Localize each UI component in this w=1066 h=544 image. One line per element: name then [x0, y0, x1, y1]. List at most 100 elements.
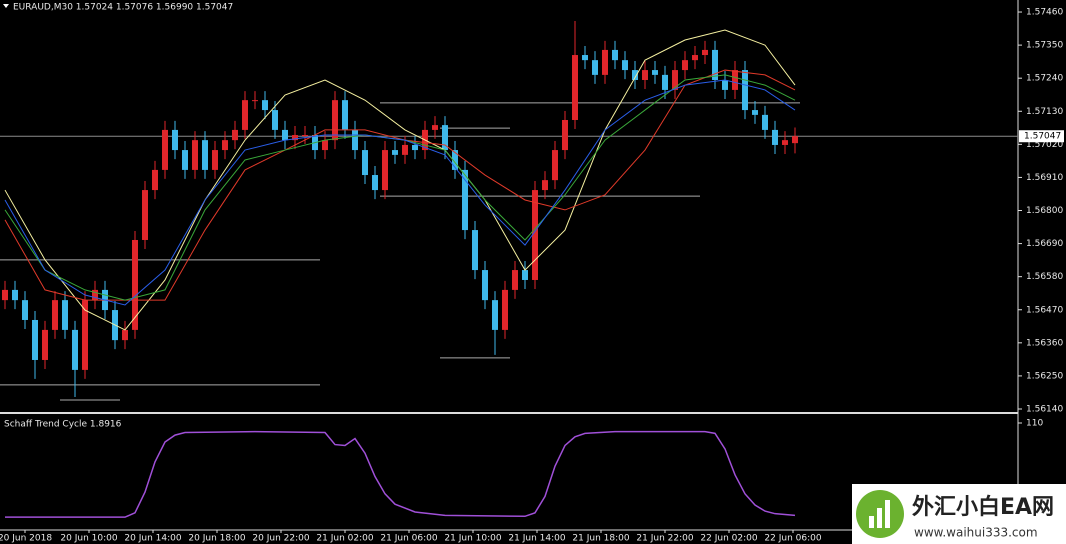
- y-tick-label: 1.57460: [1026, 8, 1063, 18]
- candle-body: [372, 175, 378, 191]
- logo-bar: [869, 516, 874, 528]
- candle-body: [212, 150, 218, 170]
- x-tick-label: 20 Jun 2018: [0, 534, 52, 544]
- y-tick-label: 1.57020: [1026, 140, 1063, 150]
- moving-average: [4, 29, 796, 331]
- candle-body: [792, 136, 798, 144]
- candle-body: [32, 319, 38, 360]
- x-tick-label: 22 Jun 06:00: [764, 534, 821, 544]
- candle-body: [382, 150, 388, 191]
- x-tick-label: 21 Jun 22:00: [636, 534, 693, 544]
- indicator-tick-label: 110: [1026, 419, 1043, 429]
- y-tick-label: 1.56910: [1026, 173, 1063, 183]
- y-tick-label: 1.57350: [1026, 41, 1063, 51]
- y-tick-label: 1.56360: [1026, 338, 1063, 348]
- candle-body: [642, 70, 648, 80]
- candle-body: [132, 239, 138, 330]
- candle-body: [192, 140, 198, 170]
- candle-body: [272, 110, 278, 130]
- candle-body: [252, 100, 258, 102]
- candle-body: [502, 289, 508, 330]
- stc-line: [5, 430, 796, 518]
- candle-body: [572, 55, 578, 120]
- candle-body: [552, 150, 558, 181]
- x-tick-label: 21 Jun 18:00: [572, 534, 629, 544]
- candle-body: [712, 49, 718, 80]
- candle-body: [602, 49, 608, 75]
- candle-body: [42, 329, 48, 360]
- candle-body: [12, 289, 18, 301]
- candle-body: [692, 55, 698, 61]
- candle-body: [232, 129, 238, 141]
- candle-body: [332, 100, 338, 141]
- candle-body: [522, 270, 528, 280]
- candle-body: [752, 110, 758, 115]
- candle-body: [732, 70, 738, 90]
- candle-body: [562, 119, 568, 151]
- candle-body: [672, 70, 678, 90]
- candle-body: [82, 300, 88, 370]
- candle-body: [2, 289, 8, 301]
- candle-body: [532, 190, 538, 280]
- candle-body: [402, 144, 408, 155]
- x-tick-label: 20 Jun 10:00: [60, 534, 117, 544]
- candle-body: [472, 230, 478, 271]
- candle-body: [662, 74, 668, 90]
- last-price-label: 1.57047: [1024, 132, 1061, 142]
- candle-body: [632, 70, 638, 80]
- y-tick-label: 1.56250: [1026, 371, 1063, 381]
- candle-body: [152, 169, 158, 191]
- candle-body: [352, 129, 358, 151]
- candle-body: [222, 140, 228, 151]
- candle-body: [282, 129, 288, 141]
- y-tick-label: 1.56140: [1026, 404, 1063, 414]
- header-triangle: [3, 4, 9, 8]
- candle-body: [612, 49, 618, 61]
- candle-body: [172, 129, 178, 151]
- moving-average: [4, 79, 796, 306]
- y-tick-label: 1.57240: [1026, 74, 1063, 84]
- y-tick-label: 1.56580: [1026, 272, 1063, 282]
- candle-body: [512, 270, 518, 290]
- y-tick-label: 1.56800: [1026, 206, 1063, 216]
- candle-body: [582, 55, 588, 61]
- x-tick-label: 21 Jun 06:00: [380, 534, 437, 544]
- candle-body: [62, 300, 68, 330]
- candle-body: [622, 60, 628, 71]
- candle-body: [162, 129, 168, 170]
- candle-body: [92, 289, 98, 301]
- candle-body: [342, 100, 348, 130]
- candle-body: [462, 169, 468, 231]
- candle-body: [182, 150, 188, 170]
- chart-title: EURAUD,M30 1.57024 1.57076 1.56990 1.570…: [13, 3, 233, 13]
- indicator-title: Schaff Trend Cycle 1.8916: [4, 420, 122, 430]
- candle-body: [762, 114, 768, 130]
- candle-body: [722, 79, 728, 90]
- x-tick-label: 21 Jun 10:00: [444, 534, 501, 544]
- candle-body: [542, 180, 548, 191]
- candle-body: [482, 270, 488, 301]
- watermark-title: 外汇小白EA网: [912, 494, 1054, 520]
- candle-body: [702, 49, 708, 56]
- candle-body: [432, 125, 438, 130]
- candle-body: [742, 70, 748, 111]
- candle-body: [682, 60, 688, 71]
- candle-body: [52, 300, 58, 330]
- x-tick-label: 21 Jun 14:00: [508, 534, 565, 544]
- candle-body: [392, 150, 398, 155]
- logo-bar: [877, 508, 882, 528]
- candle-body: [412, 144, 418, 151]
- candle-body: [652, 70, 658, 75]
- candle-body: [142, 190, 148, 240]
- candle-body: [302, 135, 308, 137]
- watermark: 外汇小白EA网 www.waihui333.com: [852, 484, 1066, 544]
- candle-body: [292, 135, 298, 141]
- candle-body: [492, 300, 498, 330]
- y-tick-label: 1.56470: [1026, 305, 1063, 315]
- x-tick-label: 20 Jun 22:00: [252, 534, 309, 544]
- x-tick-label: 20 Jun 18:00: [188, 534, 245, 544]
- watermark-url: www.waihui333.com: [914, 526, 1038, 540]
- logo-bar: [885, 500, 890, 528]
